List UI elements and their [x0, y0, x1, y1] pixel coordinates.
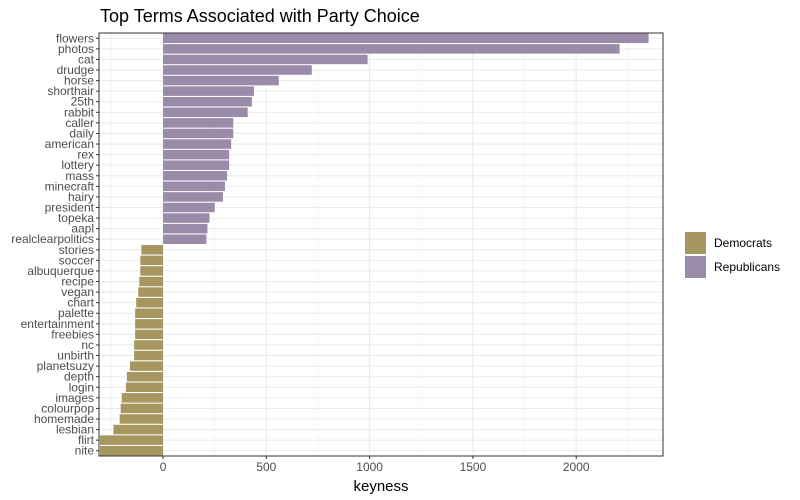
- y-tick-label: planetsuzy: [37, 359, 94, 373]
- y-tick-label: hairy: [68, 190, 94, 204]
- y-tick-label: cat: [78, 52, 95, 66]
- legend-key-democrats: [685, 232, 706, 254]
- y-tick-label: colourpop: [41, 401, 94, 415]
- bar-aapl: [163, 223, 208, 234]
- bar-colourpop: [120, 403, 164, 414]
- bar-american: [163, 139, 232, 149]
- y-tick-label: horse: [64, 74, 94, 88]
- bar-daily: [163, 128, 234, 139]
- bar-hairy: [163, 192, 223, 202]
- y-tick-label: photos: [58, 42, 94, 56]
- bar-login: [125, 382, 164, 393]
- plot-panel-border: [98, 32, 664, 457]
- bar-planetsuzy: [129, 361, 164, 371]
- y-tick-label: aapl: [71, 222, 94, 236]
- bar-images: [121, 393, 164, 403]
- y-tick-label: drudge: [57, 63, 95, 77]
- bar-nc: [134, 340, 164, 350]
- y-tick-label: 25th: [71, 95, 94, 109]
- bar-palette: [135, 308, 164, 318]
- chart-title: Top Terms Associated with Party Choice: [100, 6, 420, 26]
- bar-caller: [163, 118, 234, 128]
- bar-shorthair: [163, 86, 254, 96]
- y-tick-label: american: [45, 137, 94, 151]
- y-tick-label: soccer: [59, 253, 94, 267]
- x-axis-label: keyness: [353, 478, 408, 495]
- y-tick-label: freebies: [51, 327, 94, 341]
- bars: [100, 33, 649, 456]
- y-tick-label: lesbian: [56, 423, 94, 437]
- bar-vegan: [138, 287, 164, 297]
- y-tick-label: recipe: [61, 275, 94, 289]
- y-tick-label: realclearpolitics: [11, 232, 94, 246]
- y-tick-label: daily: [69, 126, 94, 140]
- bar-realclearpolitics: [163, 234, 207, 244]
- y-tick-label: unbirth: [57, 349, 94, 363]
- y-tick-label: entertainment: [21, 317, 95, 331]
- bar-soccer: [140, 255, 164, 266]
- bar-unbirth: [134, 350, 164, 361]
- bar-nite: [100, 445, 164, 456]
- y-tick-label: images: [55, 391, 94, 405]
- legend-label-republicans: Republicans: [714, 260, 780, 274]
- bar-president: [163, 202, 215, 213]
- bar-cat: [163, 54, 368, 65]
- legend-label-democrats: Democrats: [714, 236, 772, 250]
- y-tick-label: minecraft: [45, 179, 95, 193]
- y-tick-label: mass: [65, 169, 94, 183]
- x-axis-ticks: 0 500 1000 1500 2000: [160, 456, 590, 474]
- bar-lesbian: [113, 424, 164, 435]
- bar-photos: [163, 44, 620, 54]
- y-tick-label: albuquerque: [27, 264, 94, 278]
- y-tick-label: shorthair: [47, 84, 94, 98]
- bar-minecraft: [163, 181, 226, 192]
- y-tick-label: nite: [75, 444, 95, 458]
- bar-topeka: [163, 213, 210, 223]
- y-tick-label: homemade: [34, 412, 94, 426]
- y-tick-label: chart: [67, 296, 94, 310]
- bar-mass: [163, 171, 228, 181]
- y-tick-label: palette: [58, 306, 94, 320]
- x-tick-label: 500: [256, 460, 276, 474]
- bar-recipe: [139, 276, 164, 287]
- bar-rex: [163, 149, 230, 160]
- x-tick-label: 1000: [356, 460, 383, 474]
- y-tick-label: lottery: [61, 158, 94, 172]
- y-tick-label: caller: [65, 116, 94, 130]
- y-tick-label: flowers: [56, 31, 94, 45]
- bar-entertainment: [135, 319, 164, 329]
- y-tick-label: login: [69, 380, 94, 394]
- y-tick-label: rex: [77, 148, 94, 162]
- bar-flirt: [100, 435, 164, 445]
- bar-25th: [163, 96, 252, 107]
- x-tick-label: 1500: [460, 460, 487, 474]
- x-tick-label: 0: [160, 460, 167, 474]
- grid: [99, 33, 663, 456]
- bar-lottery: [163, 160, 230, 170]
- bar-rabbit: [163, 107, 248, 118]
- bar-homemade: [119, 414, 164, 424]
- y-tick-label: flirt: [78, 433, 95, 447]
- x-tick-label: 2000: [563, 460, 590, 474]
- y-tick-label: depth: [64, 370, 94, 384]
- legend: Democrats Republicans: [685, 232, 780, 278]
- legend-key-republicans: [685, 256, 706, 278]
- y-tick-label: nc: [81, 338, 94, 352]
- bar-chart: [136, 297, 164, 308]
- bar-albuquerque: [140, 266, 164, 276]
- bar-freebies: [135, 329, 164, 340]
- bar-horse: [163, 75, 279, 86]
- y-tick-label: rabbit: [64, 105, 95, 119]
- y-tick-label: topeka: [58, 211, 94, 225]
- bar-depth: [126, 371, 164, 382]
- y-tick-label: president: [45, 200, 95, 214]
- bar-stories: [141, 245, 164, 255]
- y-tick-label: stories: [59, 243, 94, 257]
- y-tick-label: vegan: [61, 285, 94, 299]
- bar-drudge: [163, 65, 312, 75]
- bar-flowers: [163, 33, 649, 44]
- y-axis-ticks: flowersphotoscatdrudgehorseshorthair25th…: [11, 31, 99, 458]
